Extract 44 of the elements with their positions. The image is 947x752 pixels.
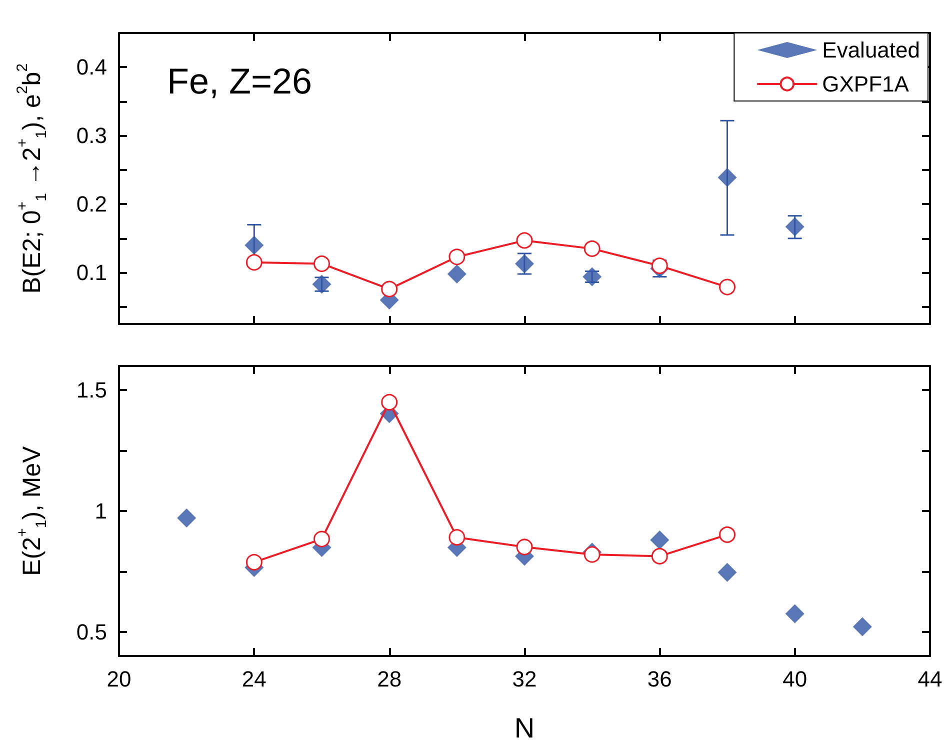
y-tick-label: 0.1: [76, 260, 107, 286]
x-tick-label: 44: [918, 666, 942, 692]
y-tick-label: 1.5: [76, 378, 107, 403]
point: [314, 256, 330, 272]
point: [381, 394, 398, 410]
x-tick-label: 24: [242, 666, 266, 692]
point: [448, 529, 466, 546]
point: [718, 168, 737, 187]
y-tick-label: 0.2: [76, 192, 107, 217]
y-tick-label: 0.3: [76, 123, 107, 148]
legend-label: GXPF1A: [822, 72, 910, 96]
point: [244, 236, 264, 255]
x-tick-label: 20: [106, 666, 132, 692]
point: [650, 530, 670, 550]
point: [785, 217, 804, 236]
annotation: Fe, Z=26: [167, 60, 312, 102]
x-tick-label: 32: [512, 666, 537, 692]
point: [516, 232, 533, 249]
point: [582, 267, 602, 286]
point: [718, 562, 737, 582]
point: [852, 617, 872, 636]
point: [584, 240, 600, 257]
x-tick-label: 28: [377, 666, 402, 692]
point: [448, 248, 466, 266]
y-tick-label: 1: [94, 498, 107, 524]
legend-label: Evaluated: [822, 38, 920, 62]
x-tick-label: 40: [782, 666, 808, 692]
point: [314, 530, 330, 548]
point: [381, 280, 398, 298]
point: [246, 254, 262, 271]
point: [584, 546, 600, 563]
x-tick-label: 36: [647, 666, 672, 692]
x-axis-title: N: [514, 712, 535, 744]
text: B(E2; 0+1 →2+1), e2b2: [14, 63, 50, 294]
y-axis-title: E(2+1), MeV: [14, 446, 50, 576]
point: [447, 264, 466, 284]
y-tick-label: 0.5: [76, 619, 107, 644]
point: [785, 604, 804, 624]
point: [651, 548, 668, 564]
point: [516, 538, 533, 556]
y-tick-label: 0.4: [76, 54, 107, 80]
point: [651, 258, 668, 274]
point: [246, 554, 262, 570]
point: [177, 508, 196, 528]
